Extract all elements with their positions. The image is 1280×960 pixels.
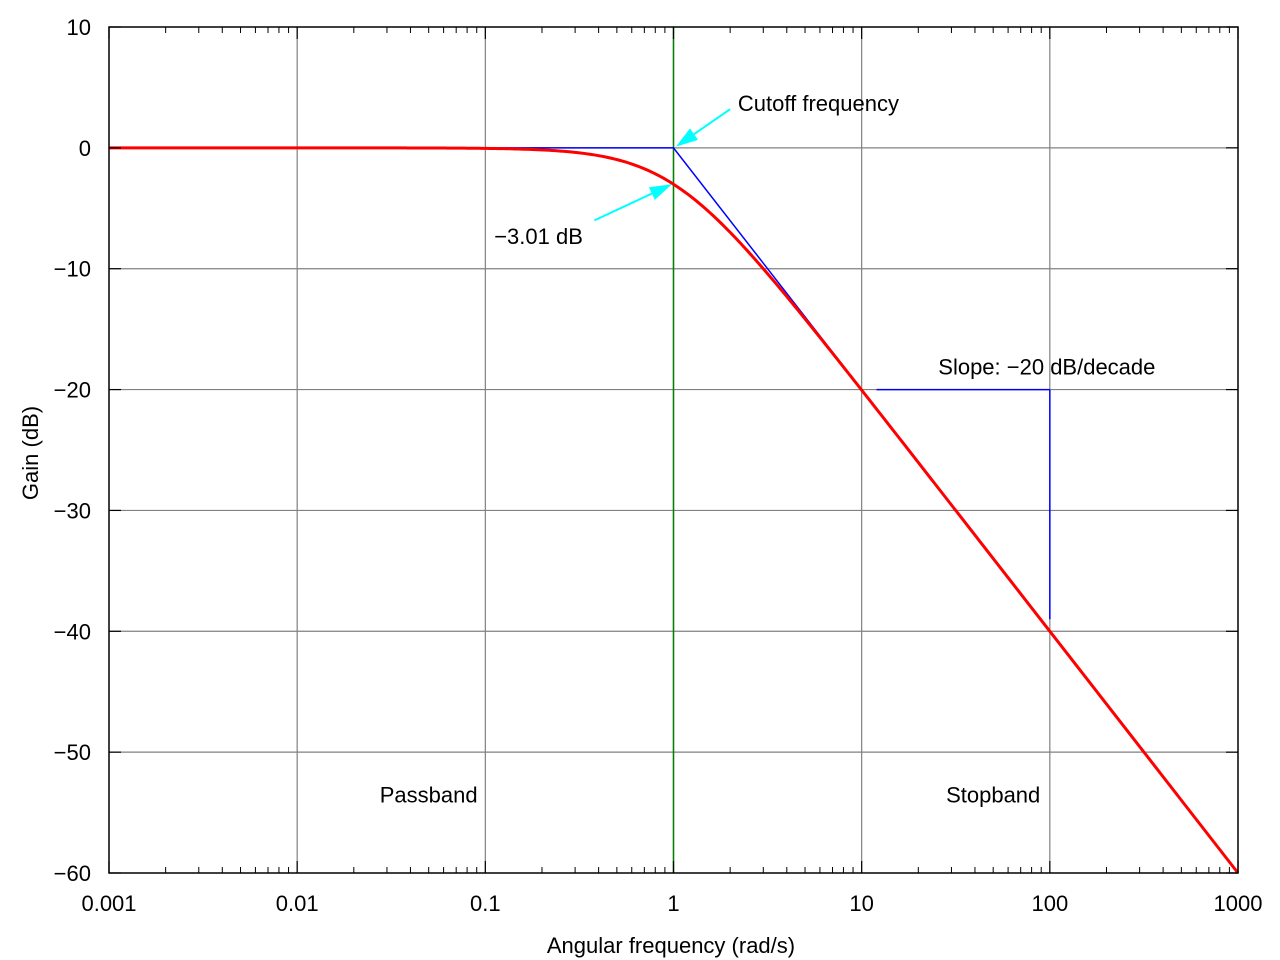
- minus-3db-arrow-shaft: [594, 192, 653, 222]
- y-tick-label: −40: [54, 619, 91, 644]
- tick-labels: 0.001 0.01 0.1 1 10 100 1000100−10−20−30−40−50…: [54, 15, 1263, 916]
- x-tick-label: 100: [1031, 891, 1068, 916]
- y-axis-label: Gain (dB): [18, 406, 43, 500]
- cutoff-arrow-shaft: [693, 108, 731, 135]
- annotations: Cutoff frequency −3.01 dB Slope: −20 dB/de…: [380, 91, 1156, 807]
- annotation-passband: Passband: [380, 782, 478, 807]
- y-tick-label: −10: [54, 257, 91, 282]
- series: [109, 27, 1240, 874]
- x-axis-label: Angular frequency (rad/s): [547, 933, 795, 958]
- y-tick-label: −60: [54, 861, 91, 886]
- annotation-cutoff-frequency: Cutoff frequency: [738, 91, 899, 116]
- minor-ticks: [165, 27, 1230, 873]
- asymptote-line: [485, 147, 863, 391]
- gain-response-curve: [109, 146, 1240, 874]
- annotation-slope: Slope: −20 dB/decade: [938, 355, 1155, 380]
- y-tick-label: −20: [54, 378, 91, 403]
- plot-frame: [108, 26, 1239, 874]
- x-tick-label: 0.1: [470, 891, 501, 916]
- annotation-stopband: Stopband: [946, 782, 1040, 807]
- annotation-minus-3db: −3.01 dB: [494, 224, 583, 249]
- plot-border: [108, 26, 1239, 874]
- y-tick-label: 10: [67, 15, 91, 40]
- x-tick-label: 1: [667, 891, 679, 916]
- y-tick-label: −50: [54, 740, 91, 765]
- x-tick-label: 1000: [1214, 891, 1263, 916]
- x-tick-label: 0.01: [276, 891, 319, 916]
- x-tick-label: 10: [849, 891, 873, 916]
- y-tick-label: −30: [54, 498, 91, 523]
- minus-3db-arrow-head: [648, 184, 672, 200]
- cutoff-arrow-head: [675, 128, 698, 147]
- x-tick-label: 0.001: [81, 891, 136, 916]
- y-tick-label: 0: [79, 136, 91, 161]
